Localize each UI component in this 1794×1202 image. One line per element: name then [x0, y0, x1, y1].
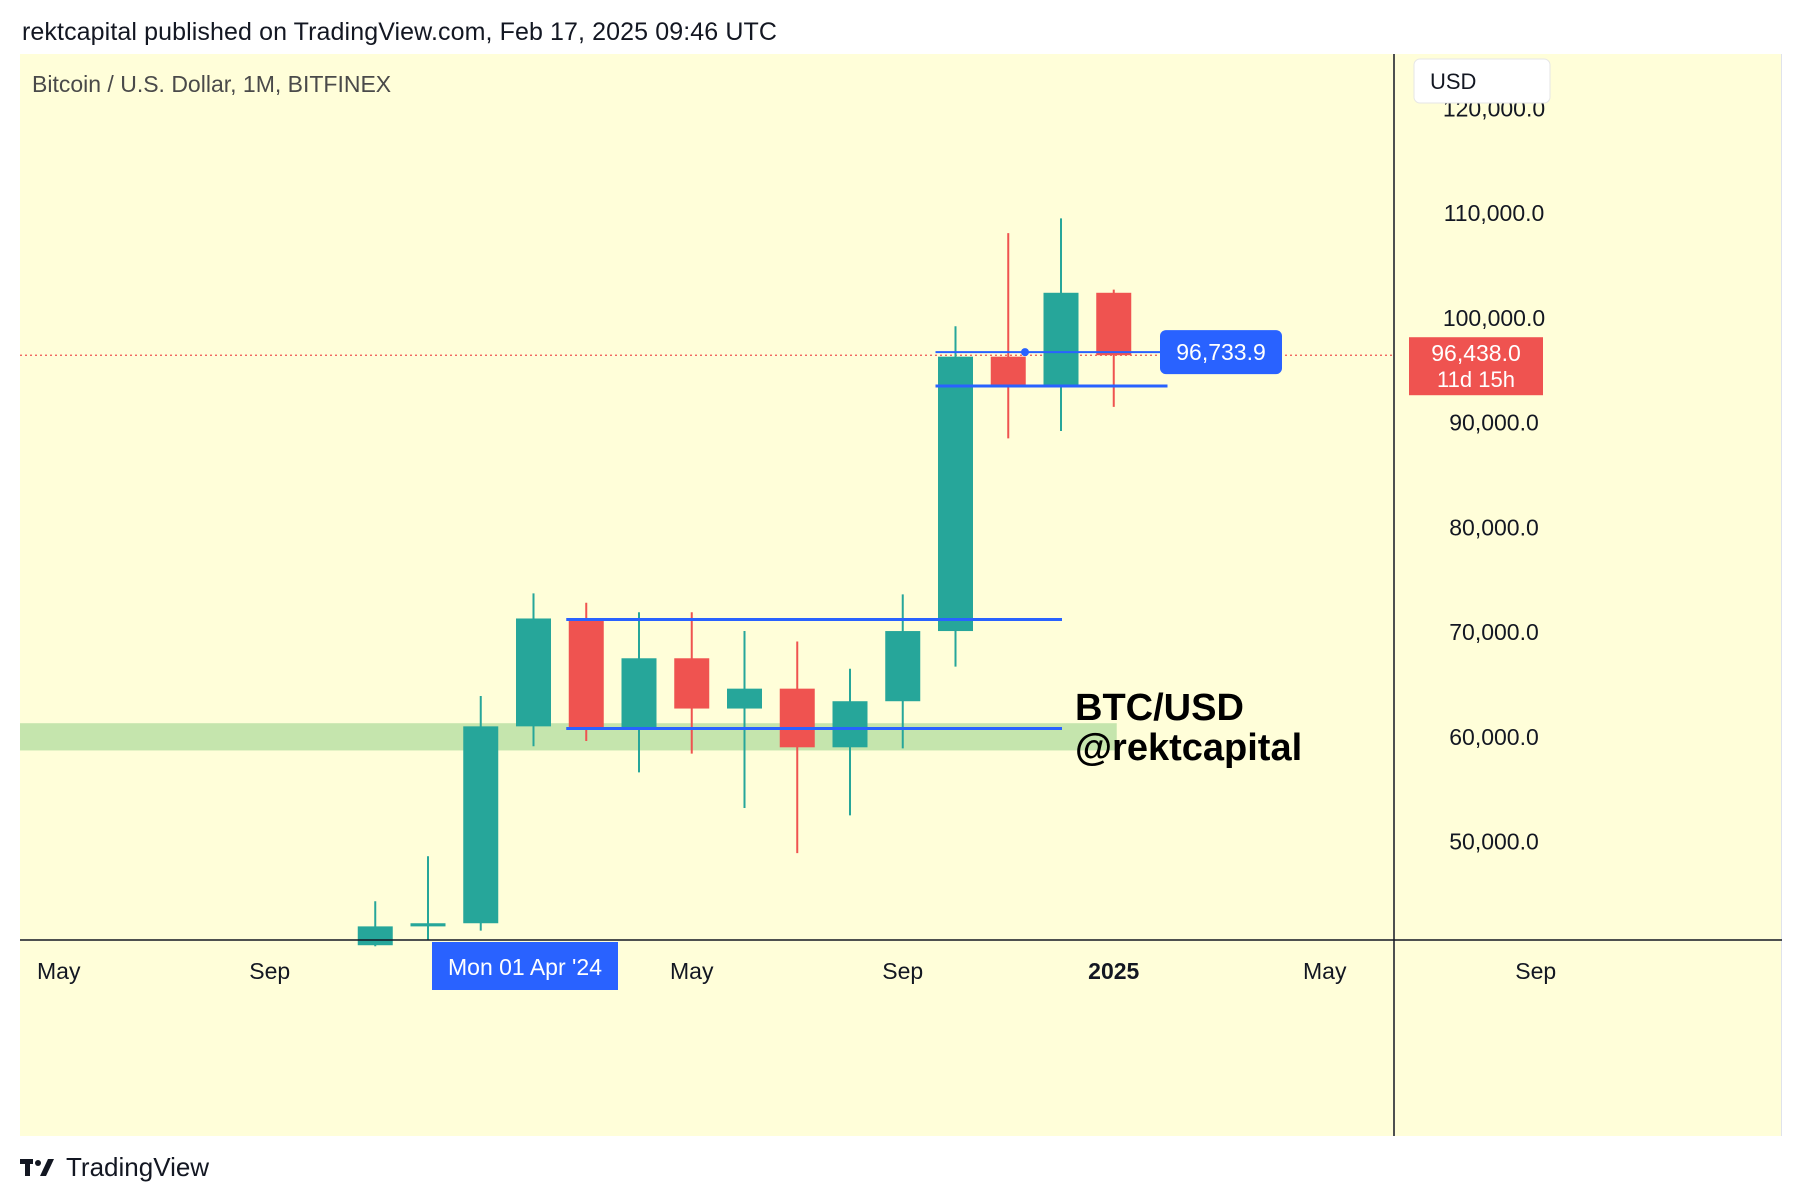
- currency-button-label: USD: [1430, 69, 1476, 94]
- candle-body: [990, 356, 1026, 388]
- y-tick-label: 50,000.0: [1449, 829, 1539, 855]
- candle-body: [1096, 292, 1132, 356]
- candle-4: [568, 602, 604, 742]
- candle-12: [990, 233, 1026, 439]
- candle-body: [832, 701, 868, 748]
- candle-9: [832, 668, 868, 816]
- x-tick-label: May: [670, 958, 714, 984]
- publish-line: rektcapital published on TradingView.com…: [22, 18, 777, 46]
- currency-button[interactable]: USD: [1413, 58, 1551, 104]
- y-tick-label: 70,000.0: [1449, 619, 1539, 645]
- candle-body: [885, 631, 921, 702]
- hline-price-label: 96,733.9: [1176, 339, 1266, 365]
- x-tick-label: May: [37, 958, 81, 984]
- candle-11: [938, 326, 973, 667]
- candle-7: [727, 631, 762, 809]
- tradingview-brand: TradingView: [66, 1152, 210, 1182]
- candle-5: [621, 612, 657, 773]
- candle-14: [1096, 289, 1132, 407]
- candle-body: [938, 356, 973, 632]
- horizontal-ray-anchor: [1021, 348, 1029, 357]
- y-tick-label: 60,000.0: [1449, 724, 1539, 750]
- candle-body: [1043, 292, 1079, 388]
- y-tick-label: 110,000.0: [1444, 200, 1545, 226]
- candle-3: [516, 593, 551, 747]
- candle-1: [410, 856, 446, 940]
- y-tick-label: 100,000.0: [1443, 305, 1545, 331]
- x-tick-label: Sep: [1515, 958, 1556, 984]
- watermark-line2: @rektcapital: [1075, 727, 1302, 769]
- candle-2: [463, 695, 499, 931]
- hline-price-tag: [1160, 330, 1282, 375]
- candle-body: [410, 923, 446, 927]
- crosshair-date-label: Mon 01 Apr '24: [448, 954, 602, 980]
- candle-body: [357, 926, 393, 946]
- candle-body: [674, 658, 710, 709]
- candlestick-chart[interactable]: 96,733.9 50,000.0 60,000.0 70,000.0 80,000.…: [20, 54, 1782, 1136]
- x-tick-label: Sep: [882, 958, 923, 984]
- symbol-legend: Bitcoin / U.S. Dollar, 1M, BITFINEX: [32, 71, 391, 97]
- y-tick-label: 90,000.0: [1449, 410, 1539, 436]
- candle-body: [568, 618, 604, 730]
- crosshair-date-tag: [432, 942, 618, 990]
- candle-body: [779, 688, 815, 748]
- candle-6: [674, 612, 710, 754]
- candle-8: [779, 641, 815, 854]
- countdown-label: 11d 15h: [1437, 367, 1515, 392]
- tradingview-footer[interactable]: TradingView: [20, 1152, 209, 1183]
- x-tick-label: Sep: [249, 958, 290, 984]
- last-price-label: 96,438.0: [1431, 340, 1521, 366]
- last-price-tag: [1409, 337, 1543, 396]
- currency-button-bg: [1413, 58, 1551, 104]
- candle-body: [463, 726, 499, 924]
- candle-13: [1043, 218, 1079, 432]
- candle-body: [516, 618, 551, 727]
- x-tick-label: 2025: [1088, 958, 1139, 984]
- candle-body: [727, 688, 762, 709]
- y-tick-label: 80,000.0: [1449, 514, 1539, 540]
- chart-panel[interactable]: 96,733.9 50,000.0 60,000.0 70,000.0 80,000.…: [20, 54, 1782, 1136]
- x-tick-label: May: [1303, 958, 1347, 984]
- watermark-line1: BTC/USD: [1075, 687, 1244, 729]
- tradingview-logo-icon: [20, 1157, 58, 1179]
- candle-body: [621, 658, 657, 730]
